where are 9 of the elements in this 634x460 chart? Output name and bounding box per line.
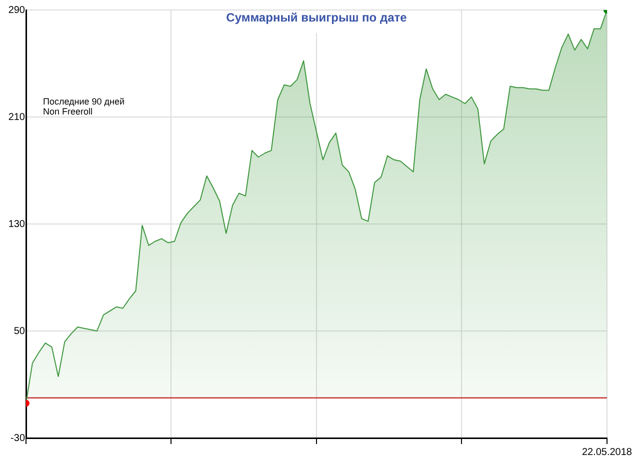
y-tick-label: 210 bbox=[8, 112, 26, 123]
annotation: Последние 90 дней bbox=[43, 96, 125, 106]
annotation: Non Freeroll bbox=[43, 106, 93, 116]
chart-title: Суммарный выигрыш по дате bbox=[226, 10, 408, 24]
y-tick-label: 50 bbox=[14, 326, 26, 337]
x-tick-label: 22.05.2018 bbox=[582, 446, 632, 458]
y-tick-label: 290 bbox=[8, 4, 26, 16]
y-tick-label: 130 bbox=[8, 218, 26, 230]
y-tick-label: -30 bbox=[10, 432, 26, 444]
